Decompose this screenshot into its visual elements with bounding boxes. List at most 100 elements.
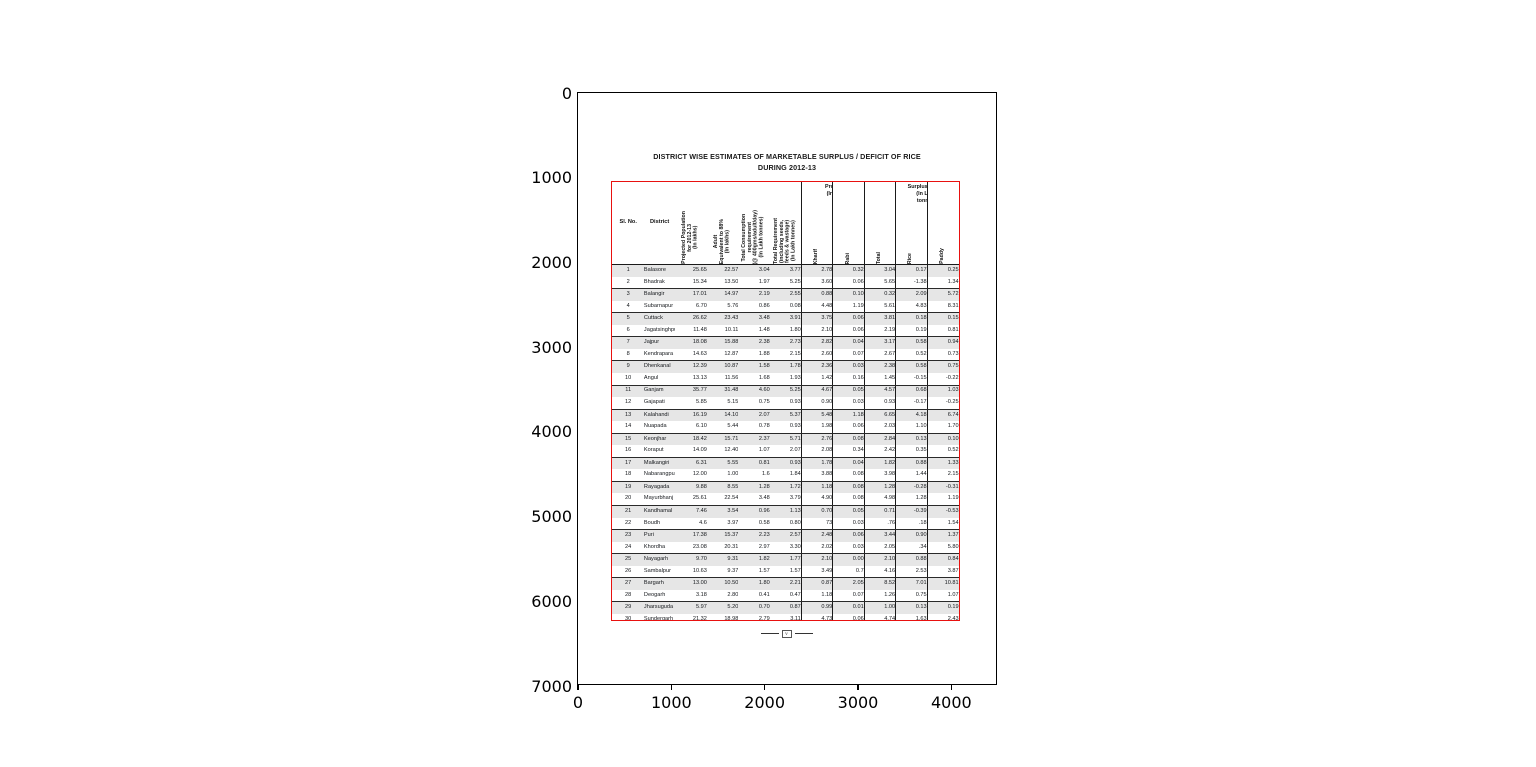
cell-req: 2.73: [769, 336, 802, 349]
cell-rice: 2.09: [915, 291, 927, 298]
header-sl-no: Sl. No.: [612, 182, 644, 266]
cell-kharif: 0.99: [821, 604, 833, 611]
cell-req: 5.37: [769, 409, 802, 422]
cell-total: .76: [863, 517, 897, 531]
cell-pop: 15.34: [675, 276, 707, 290]
y-tick-label: 5000: [531, 507, 572, 527]
x-tick-label: 1000: [650, 693, 692, 712]
cell-rice: 0.18: [915, 315, 927, 322]
header-total-requirement-text: Total Requirement (including seeds, feed…: [772, 218, 797, 265]
cell-rice: 0.88: [915, 459, 927, 466]
cell-district: Koraput: [643, 445, 676, 458]
cell-district: Balasore: [643, 267, 666, 274]
cell-rice: 1.28: [895, 493, 928, 506]
cell-rice: 0.90: [915, 532, 927, 539]
table-bounding-box: Sl. No. District Projected Population fo…: [611, 181, 960, 622]
cell-district: Rayagada: [643, 483, 670, 490]
table-body: 1 Balasore 25.65 22.57 3.04 3.77 2.78 0.32 3.04 0…: [612, 264, 959, 621]
cell-paddy: 0.73: [926, 348, 959, 362]
cell-kharif: 2.82: [821, 339, 833, 346]
cell-rabi: 1.18: [832, 409, 865, 422]
cell-total: 2.84: [863, 433, 897, 446]
cell-cons: 2.79: [738, 613, 770, 621]
cell-pop: 13.00: [692, 580, 707, 587]
rice-surplus-table: Sl. No. District Projected Population fo…: [612, 182, 959, 621]
cell-rabi: 0.16: [832, 372, 865, 386]
cell-req: 3.11: [769, 613, 802, 621]
cell-district: Bhadrak: [643, 276, 676, 290]
cell-total: 4.74: [863, 613, 897, 621]
cell-rice: 7.01: [915, 580, 927, 587]
header-production-group: Production (Rice) (In Lakh tonnes): [824, 184, 833, 197]
cell-cons: 2.07: [758, 411, 770, 418]
cell-rice: 1.44: [895, 469, 928, 482]
cell-sl: 30: [612, 613, 644, 621]
cell-adult: 8.55: [727, 483, 739, 490]
cell-rice: 0.75: [895, 589, 928, 603]
header-production-kharif: Production (Rice) (In Lakh tonnes) Khari…: [801, 182, 833, 266]
cell-pop: 14.09: [675, 445, 707, 458]
x-tick-mark: [764, 684, 766, 690]
header-surplus-group: Surplus/Deficit (In Lakh tonnes): [907, 184, 928, 204]
cell-cons: 0.75: [738, 397, 770, 410]
cell-pop: 6.70: [675, 300, 707, 314]
cell-paddy: 3.87: [926, 565, 959, 579]
cell-req: 2.57: [769, 529, 802, 542]
cell-paddy: 10.81: [926, 577, 959, 590]
cell-paddy: -0.22: [926, 372, 959, 386]
cell-cons: 2.97: [738, 541, 770, 555]
header-surplus-rice-text: Rice: [907, 252, 914, 265]
cell-adult: 12.87: [706, 348, 739, 362]
header-production-total-text: Total: [876, 251, 883, 265]
cell-paddy: 1.54: [926, 517, 959, 531]
cell-paddy: 0.94: [926, 336, 959, 349]
table-row: 8 Kendrapara 14.63 12.87 1.88 2.15 2.60 0.07 2.6…: [612, 348, 959, 362]
header-total-consumption: Total Consumption requirement (@ 400gms/…: [738, 182, 770, 266]
header-production-total: Total: [863, 182, 897, 266]
cell-kharif: 1.18: [821, 483, 833, 490]
cell-sl: 2: [612, 276, 644, 290]
cell-sl: 25: [625, 556, 632, 563]
cell-total: 2.10: [863, 553, 897, 566]
cell-kharif: 2.36: [821, 363, 833, 370]
table-row: 19 Rayagada 9.88 8.55 1.28 1.72 1.18 0.08 1.28 -0…: [612, 481, 959, 494]
page-mark-dash-right: [794, 633, 813, 635]
table-row: 12 Gajapati 5.85 5.15 0.75 0.93 0.90 0.03 0.93 -0…: [612, 397, 959, 410]
table-row: 9 Dhenkanal 12.39 10.87 1.58 1.78 2.36 0.03 2.38…: [612, 360, 959, 373]
cell-req: 1.13: [769, 505, 802, 518]
cell-paddy: 5.80: [926, 541, 959, 555]
table-row: 10 Angul 13.13 11.56 1.68 1.93 1.42 0.16 1.45 -0.…: [612, 372, 959, 386]
cell-sl: 3: [626, 291, 630, 298]
cell-adult: 9.37: [706, 565, 739, 579]
cell-sl: 1: [626, 267, 630, 274]
cell-total: 4.57: [863, 385, 897, 398]
cell-rice: 0.58: [915, 363, 927, 370]
cell-adult: 11.56: [706, 372, 739, 386]
cell-sl: 26: [612, 565, 644, 579]
cell-sl: 12: [612, 397, 644, 410]
document-title: DISTRICT WISE ESTIMATES OF MARKETABLE SU…: [603, 152, 971, 173]
cell-cons: 1.97: [738, 276, 770, 290]
cell-adult: 10.50: [724, 580, 739, 587]
page-mark-dash-left: [761, 633, 780, 635]
header-production-kharif-text: Kharif: [813, 248, 820, 265]
cell-cons: 1.07: [738, 445, 770, 458]
cell-adult: 18.98: [706, 613, 739, 621]
header-production-rabi: Rabi: [832, 182, 865, 266]
cell-rice: .18: [895, 517, 928, 531]
table-row: 3 Balangir 17.01 14.97 2.19 2.55 0.88 0.10 0.32 2…: [612, 288, 959, 301]
cell-cons: 2.38: [758, 339, 770, 346]
cell-sl: 16: [612, 445, 644, 458]
table-row: 25 Nayagarh 9.70 9.31 1.82 1.77 2.10 0.00 2.10 0.…: [612, 553, 959, 566]
x-tick-mark: [950, 684, 952, 690]
cell-adult: 2.80: [706, 589, 739, 603]
cell-rabi: 0.10: [832, 288, 865, 301]
page-mark: v: [578, 629, 996, 638]
cell-rabi: 2.05: [832, 577, 865, 590]
y-tick-label: 0: [561, 83, 572, 103]
cell-req: 0.08: [769, 300, 802, 314]
cell-cons: 1.6: [738, 469, 770, 482]
cell-rice: 0.58: [915, 339, 927, 346]
cell-pop: 5.85: [675, 397, 707, 410]
cell-cons: 0.96: [758, 507, 770, 514]
